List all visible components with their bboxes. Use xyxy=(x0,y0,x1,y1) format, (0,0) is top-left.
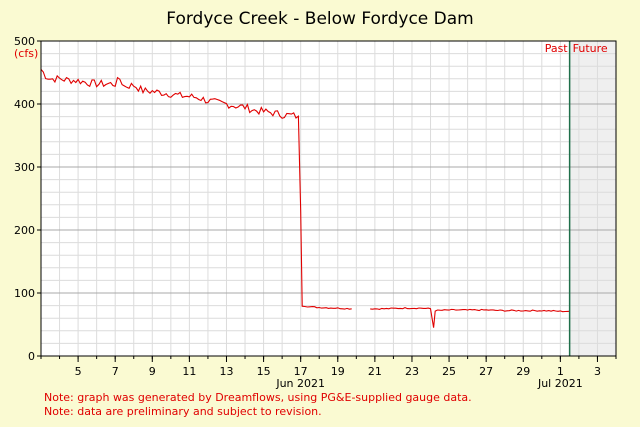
x-tick-label: 27 xyxy=(479,365,493,378)
y-axis: 0 100 200 300 400 500 xyxy=(14,35,41,363)
series-layer xyxy=(40,69,570,328)
plot-frame xyxy=(40,40,617,357)
x-tick-label: 21 xyxy=(368,365,382,378)
y-tick-label: 200 xyxy=(14,224,35,237)
past-label: Past xyxy=(545,42,569,55)
x-tick-label: 9 xyxy=(149,365,156,378)
month-label: Jun 2021 xyxy=(275,377,325,390)
series-0-segment-1 xyxy=(370,306,570,328)
x-tick-label: 13 xyxy=(219,365,233,378)
x-tick-label: 15 xyxy=(257,365,271,378)
y-tick-label: 400 xyxy=(14,98,35,111)
x-tick-label: 19 xyxy=(331,365,345,378)
y-tick-label: 0 xyxy=(28,350,35,363)
future-region xyxy=(569,41,616,356)
note-source: Note: graph was generated by Dreamflows,… xyxy=(44,391,472,404)
month-label: Jul 2021 xyxy=(537,377,583,390)
x-tick-label: 11 xyxy=(182,365,196,378)
chart-title: Fordyce Creek - Below Fordyce Dam xyxy=(166,9,473,29)
y-tick-label: 500 xyxy=(14,35,35,48)
series-0-segment-0 xyxy=(40,69,352,310)
x-tick-label: 23 xyxy=(405,365,419,378)
x-tick-label: 29 xyxy=(516,365,530,378)
y-tick-label: 100 xyxy=(14,287,35,300)
y-tick-label: 300 xyxy=(14,161,35,174)
x-tick-label: 3 xyxy=(594,365,601,378)
future-label: Future xyxy=(573,42,608,55)
x-tick-label: 5 xyxy=(75,365,82,378)
x-tick-label: 1 xyxy=(557,365,564,378)
x-tick-label: 7 xyxy=(112,365,119,378)
x-tick-label: 25 xyxy=(442,365,456,378)
note-preliminary: Note: data are preliminary and subject t… xyxy=(44,405,322,418)
y-axis-label: (cfs) xyxy=(14,47,38,60)
x-tick-label: 17 xyxy=(294,365,308,378)
plot-background xyxy=(41,41,616,356)
